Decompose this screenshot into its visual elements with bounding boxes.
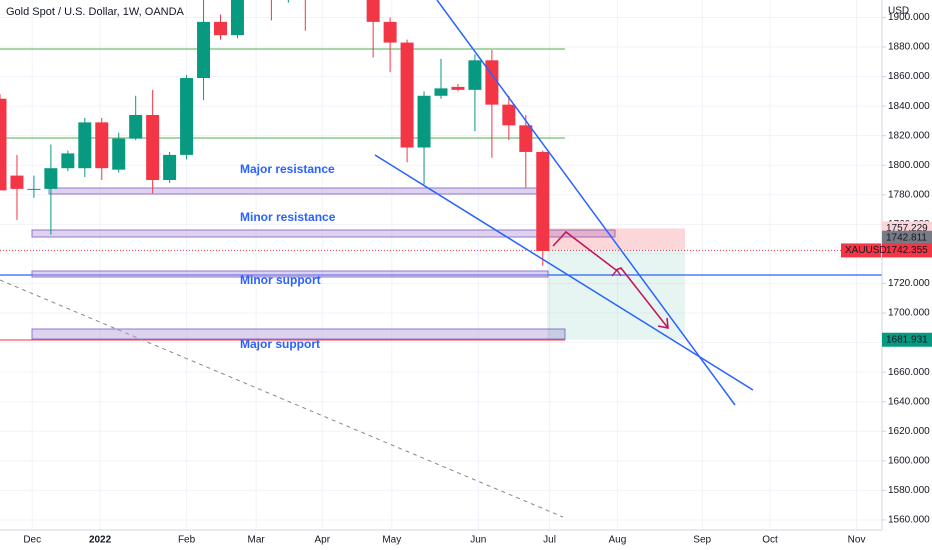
y-tick-label: 1880.000 [888, 42, 930, 53]
drawings [0, 0, 882, 518]
price-tag [882, 332, 932, 347]
symbol-tag-label: XAUUSD [845, 245, 887, 256]
trend-line [374, 154, 754, 391]
x-tick-label: Oct [762, 535, 778, 546]
y-tick-label: 1780.000 [888, 189, 930, 200]
body [468, 60, 482, 90]
y-tick-label: 1640.000 [888, 396, 930, 407]
body [129, 114, 143, 139]
x-tick-label: Dec [23, 535, 41, 546]
x-tick-label: 2022 [89, 535, 112, 546]
y-tick-label: 1900.000 [888, 12, 930, 23]
x-tick-label: Apr [314, 535, 330, 546]
annotation: Major support [240, 337, 320, 351]
zone [48, 187, 546, 195]
body [197, 21, 211, 79]
body [0, 98, 7, 191]
arrow-head [657, 317, 669, 329]
body [112, 138, 126, 170]
position [0, 228, 882, 340]
x-tick-label: Feb [178, 535, 196, 546]
body [383, 21, 397, 43]
body [10, 175, 24, 189]
symbol-tag [841, 243, 881, 258]
x-tick-label: Jul [543, 535, 556, 546]
price-tag [882, 230, 932, 245]
arrow-head [611, 268, 622, 277]
body [451, 86, 465, 90]
zone [31, 229, 616, 238]
price-tag-label: 1757.229 [886, 223, 928, 234]
body [519, 125, 533, 152]
chart-title: Gold Spot / U.S. Dollar, 1W, OANDA [6, 6, 185, 18]
body [61, 153, 75, 169]
y-tick-label: 1580.000 [888, 485, 930, 496]
x-tick-label: May [382, 535, 401, 546]
body [434, 88, 448, 96]
x-tick-label: Sep [693, 535, 711, 546]
trend-line [436, 0, 736, 406]
x-tick-label: Nov [848, 535, 866, 546]
body [214, 21, 227, 36]
target-zone [547, 249, 685, 340]
body [536, 151, 550, 251]
body [27, 188, 41, 190]
y-tick-label: 1840.000 [888, 101, 930, 112]
y-tick-label: 1860.000 [888, 71, 930, 82]
body [180, 78, 194, 155]
annotation: Minor resistance [240, 210, 336, 224]
price-tag-label: 1742.355 [886, 245, 928, 256]
y-tick-label: 1620.000 [888, 426, 930, 437]
stop-zone [547, 228, 685, 250]
body [366, 0, 380, 22]
grid [0, 0, 882, 530]
body [44, 168, 58, 189]
body [400, 42, 414, 148]
zone [31, 270, 549, 278]
annotation: Major resistance [240, 162, 335, 176]
price-tag-label: 1681.931 [886, 334, 928, 345]
annotation: Minor support [240, 273, 321, 287]
x-tick-label: Mar [248, 535, 266, 546]
zone [31, 328, 566, 340]
body [163, 154, 177, 181]
candles [0, 0, 550, 266]
body [95, 122, 109, 169]
y-tick-label: 1560.000 [888, 515, 930, 526]
body [417, 95, 431, 148]
y-tick-label: 1700.000 [888, 308, 930, 319]
body [146, 114, 160, 181]
body [78, 122, 92, 169]
y-tick-label: 1660.000 [888, 367, 930, 378]
body [230, 0, 244, 36]
price-tag [882, 243, 932, 258]
trend-line [0, 279, 564, 518]
price-tag-label: 1742.811 [886, 232, 927, 243]
axis-labels: 1560.000 1580.000 1600.000 1620.000 1640.000… [23, 12, 932, 546]
y-tick-label: 1800.000 [888, 160, 930, 171]
projection-arrow [552, 230, 669, 329]
x-tick-label: Aug [609, 535, 627, 546]
x-tick-label: Jun [470, 535, 486, 546]
currency: USD [888, 6, 909, 17]
y-tick-label: 1720.000 [888, 278, 930, 289]
y-tick-label: 1600.000 [888, 455, 930, 466]
body [502, 104, 516, 126]
body [485, 60, 499, 105]
y-tick-label: 1820.000 [888, 130, 930, 141]
